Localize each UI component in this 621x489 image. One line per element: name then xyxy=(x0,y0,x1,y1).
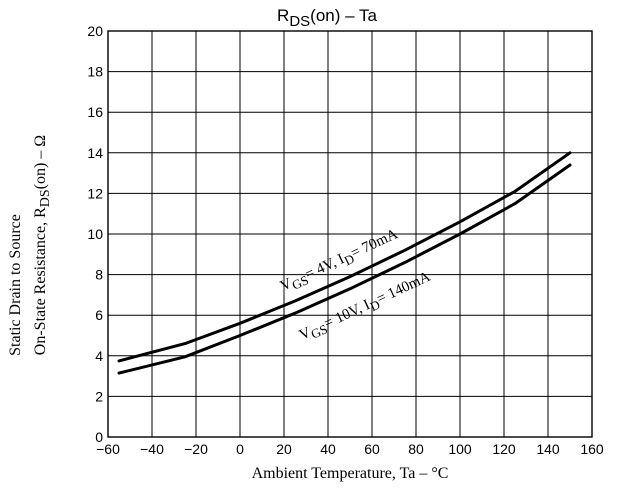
x-tick-label: 20 xyxy=(276,441,292,457)
y-axis-title-line-2: On-State Resistance, RDS(on) – Ω xyxy=(32,135,53,356)
y-tick-labels: 0 2 4 6 8 10 12 14 16 18 20 xyxy=(87,23,103,445)
x-tick-label: 60 xyxy=(364,441,380,457)
series-line-vgs-4v xyxy=(117,151,572,363)
y-tick-label: 0 xyxy=(95,429,103,445)
grid-lines xyxy=(107,30,593,438)
y-tick-label: 16 xyxy=(87,104,103,120)
series-line-vgs-10v xyxy=(117,163,572,375)
y-tick-label: 14 xyxy=(87,145,103,161)
x-tick-label: 120 xyxy=(492,441,516,457)
x-tick-label: 80 xyxy=(408,441,424,457)
x-tick-label: 140 xyxy=(536,441,560,457)
y-tick-label: 18 xyxy=(87,64,103,80)
x-tick-label: 100 xyxy=(448,441,472,457)
plot-frame xyxy=(107,30,593,438)
y-tick-label: 8 xyxy=(95,267,103,283)
chart-title: RDS(on) – Ta xyxy=(277,6,377,30)
y-tick-label: 6 xyxy=(95,307,103,323)
x-axis-title: Ambient Temperature, Ta – °C xyxy=(252,465,449,482)
y-tick-label: 20 xyxy=(87,23,103,39)
x-tick-label: −20 xyxy=(184,441,208,457)
y-tick-label: 4 xyxy=(95,348,103,364)
series-curves xyxy=(117,151,572,375)
y-axis-title-line-1: Static Drain to Source xyxy=(7,214,24,356)
y-tick-label: 12 xyxy=(87,185,103,201)
x-tick-label: −60 xyxy=(96,441,120,457)
x-tick-labels: −60 −40 −20 0 20 40 60 80 100 120 140 160 xyxy=(96,441,604,457)
y-tick-label: 2 xyxy=(95,388,103,404)
y-tick-label: 10 xyxy=(87,226,103,242)
x-tick-label: −40 xyxy=(140,441,164,457)
x-tick-label: 40 xyxy=(320,441,336,457)
x-tick-label: 0 xyxy=(236,441,244,457)
x-tick-label: 160 xyxy=(580,441,604,457)
